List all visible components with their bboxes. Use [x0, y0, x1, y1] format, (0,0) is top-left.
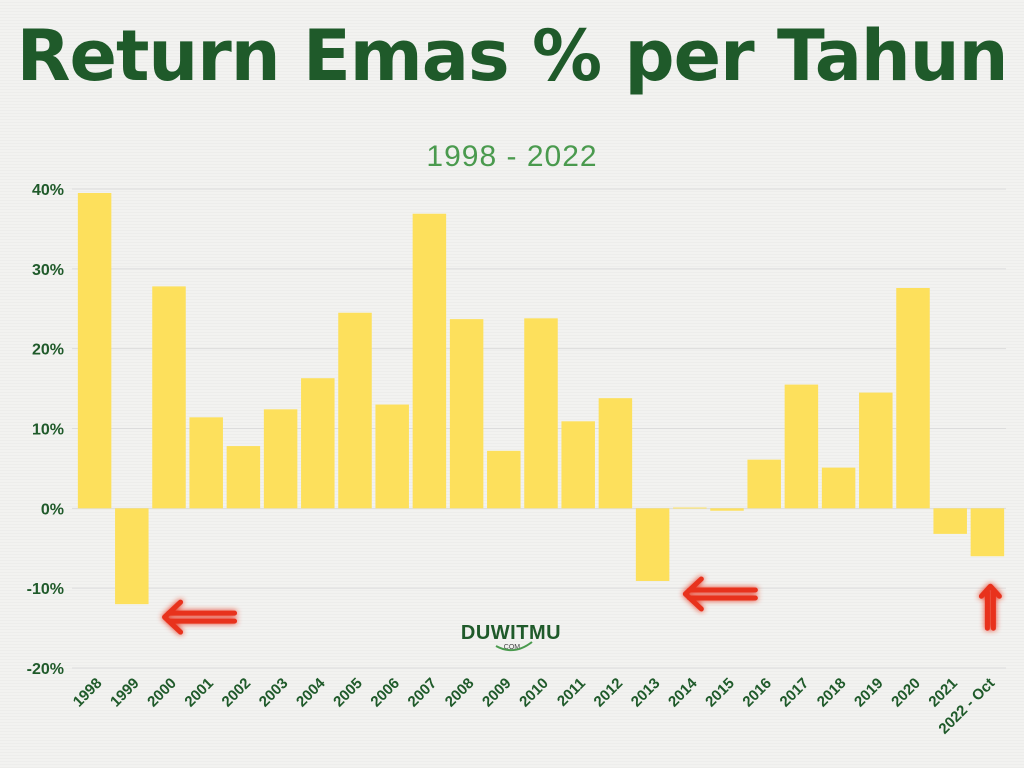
bar-2004	[301, 378, 335, 509]
x-tick-label: 2000	[144, 675, 180, 711]
x-tick-label: 2004	[293, 674, 329, 710]
x-tick-label: 2001	[181, 675, 217, 711]
bar-2021	[933, 508, 967, 534]
bar-2010	[524, 318, 558, 509]
arrow-annotation-left	[682, 576, 758, 612]
chart-subtitle: 1998 - 2022	[426, 140, 598, 173]
x-tick-label: 2012	[591, 675, 627, 711]
x-tick-label: 2018	[814, 675, 850, 711]
y-tick-label: 30%	[32, 262, 64, 279]
y-tick-label: -20%	[27, 661, 64, 678]
x-tick-label: 1998	[70, 675, 106, 711]
x-tick-label: 2010	[516, 675, 552, 711]
x-axis-ticks: 1998 1999 2000 2001 2002 2003 2004 2005 2006 2007…	[70, 674, 998, 737]
bar-2022-oct	[970, 508, 1005, 557]
bar-2001	[189, 417, 223, 509]
bar-2014	[673, 507, 707, 509]
bar-2011	[561, 421, 595, 509]
y-tick-label: 40%	[32, 182, 64, 199]
x-tick-label: 2017	[777, 675, 813, 711]
bar-1999	[115, 508, 149, 605]
y-tick-label: 20%	[32, 342, 64, 359]
bar-2007	[412, 213, 447, 509]
logo-text: DUWITMU	[460, 622, 562, 644]
bars	[77, 192, 1005, 605]
y-tick-label: 0%	[41, 501, 64, 518]
x-tick-label: 2011	[554, 675, 589, 710]
x-tick-label: 2013	[628, 675, 664, 711]
bar-2008	[449, 319, 484, 509]
y-axis-ticks: -20% -10% 0% 10% 20% 30% 40%	[27, 182, 64, 678]
bar-2018	[821, 467, 856, 509]
logo-swoosh-icon	[495, 641, 533, 652]
bar-2002	[226, 446, 261, 509]
x-tick-label: 2019	[851, 675, 887, 711]
bar-2013	[635, 508, 670, 581]
x-tick-label: 2020	[888, 675, 924, 711]
x-tick-label: 2002	[219, 675, 255, 711]
bar-2000	[152, 286, 186, 509]
bar-1998	[77, 192, 112, 509]
bar-2009	[487, 450, 521, 509]
bar-2015	[710, 508, 744, 511]
bar-2016	[747, 459, 781, 509]
chart-title: Return Emas % per Tahun	[16, 15, 1009, 97]
x-tick-label: 2009	[479, 675, 515, 711]
x-tick-label: 2007	[405, 675, 441, 711]
x-tick-label: 2014	[665, 674, 701, 710]
bar-2012	[598, 398, 633, 509]
arrow-annotation-left	[162, 599, 238, 635]
bar-2005	[338, 312, 372, 509]
x-tick-label: 2005	[330, 675, 366, 711]
bar-2003	[263, 409, 298, 509]
bar-2006	[375, 404, 409, 509]
bar-2019	[859, 392, 893, 509]
y-tick-label: -10%	[27, 581, 64, 598]
bar-2020	[896, 287, 930, 509]
x-tick-label: 2008	[442, 675, 478, 711]
arrow-annotation-up	[978, 583, 1002, 631]
x-tick-label: 2003	[256, 675, 292, 711]
annotations	[162, 576, 1002, 635]
x-tick-label: 2016	[739, 675, 775, 711]
x-tick-label: 2015	[702, 675, 738, 711]
y-tick-label: 10%	[32, 422, 64, 439]
duwitmu-logo: DUWITMU .COM	[456, 622, 566, 656]
logo-subtext: .COM	[501, 644, 521, 651]
x-tick-label: 1999	[107, 675, 143, 711]
bar-2017	[784, 384, 819, 509]
x-tick-label: 2006	[367, 675, 403, 711]
